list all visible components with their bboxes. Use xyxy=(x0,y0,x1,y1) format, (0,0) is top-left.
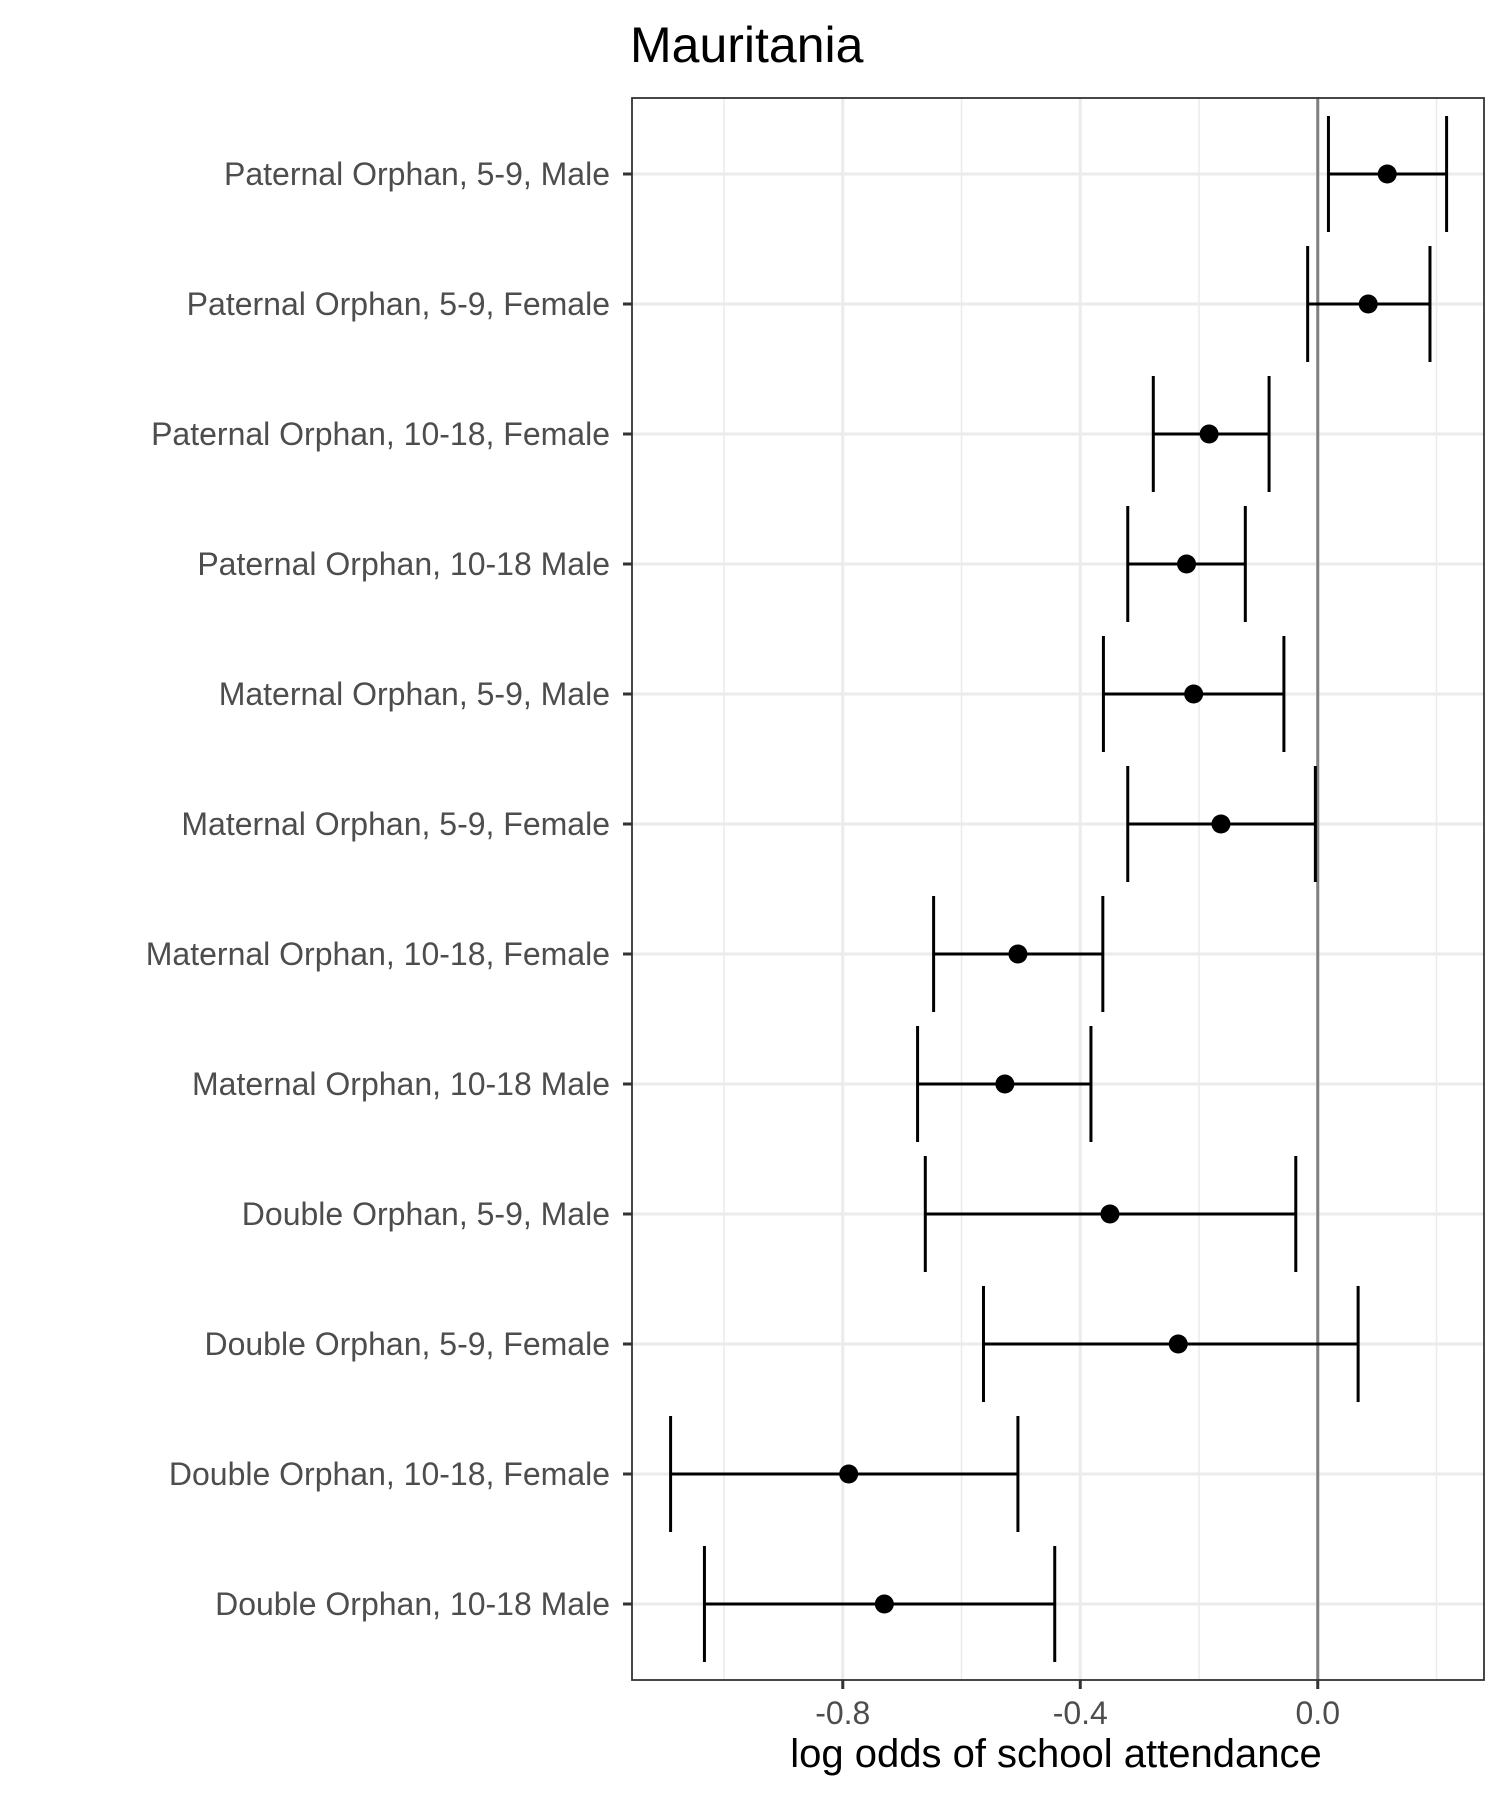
errorbar-row xyxy=(1126,766,1317,882)
estimate-point xyxy=(1168,1334,1188,1354)
errorbar-row xyxy=(981,1286,1360,1402)
y-tick-label: Double Orphan, 5-9, Female xyxy=(204,1326,610,1362)
errorbar-row xyxy=(702,1546,1057,1662)
y-tick-label: Maternal Orphan, 5-9, Female xyxy=(181,806,610,842)
estimate-point xyxy=(1199,424,1219,444)
minor-gridlines xyxy=(723,98,1438,1680)
estimate-point xyxy=(1177,554,1197,574)
y-axis: Paternal Orphan, 5-9, Male Paternal Orpha… xyxy=(146,156,632,1622)
estimate-point xyxy=(995,1074,1015,1094)
estimate-point xyxy=(1100,1204,1120,1224)
y-tick-label: Paternal Orphan, 10-18 Male xyxy=(197,546,610,582)
y-tick-label: Paternal Orphan, 5-9, Male xyxy=(224,156,610,192)
panel-border xyxy=(631,97,1485,1681)
errorbar-row xyxy=(1326,116,1449,232)
y-tick-label: Maternal Orphan, 10-18, Female xyxy=(146,936,610,972)
estimate-point xyxy=(1358,294,1378,314)
y-tick-label: Maternal Orphan, 5-9, Male xyxy=(219,676,610,712)
estimate-point xyxy=(1377,164,1397,184)
errorbar-row xyxy=(932,896,1105,1012)
panel-border-group xyxy=(631,97,1485,1681)
y-tick-label: Double Orphan, 5-9, Male xyxy=(242,1196,610,1232)
errorbar-row xyxy=(1306,246,1432,362)
x-tick-label: -0.8 xyxy=(815,1695,870,1731)
errorbar-row xyxy=(669,1416,1020,1532)
estimate-point xyxy=(1211,814,1231,834)
chart-title: Mauritania xyxy=(630,17,864,73)
plot-panel xyxy=(632,98,1484,1680)
x-axis-title: log odds of school attendance xyxy=(790,1732,1322,1776)
y-tick-label: Maternal Orphan, 10-18 Male xyxy=(192,1066,610,1102)
errorbar-row xyxy=(1126,506,1247,622)
panel-background xyxy=(632,98,1484,1680)
y-tick-label: Double Orphan, 10-18, Female xyxy=(169,1456,610,1492)
errorbar-row xyxy=(916,1026,1093,1142)
errorbar-marks xyxy=(669,116,1449,1662)
y-tick-label: Paternal Orphan, 10-18, Female xyxy=(151,416,610,452)
errorbar-row xyxy=(1151,376,1271,492)
y-tick-label: Double Orphan, 10-18 Male xyxy=(215,1586,610,1622)
estimate-point xyxy=(1184,684,1204,704)
estimate-point xyxy=(874,1594,894,1614)
x-axis: -0.8 -0.4 0.0 xyxy=(815,1680,1340,1731)
estimate-point xyxy=(1008,944,1028,964)
errorbar-row xyxy=(1101,636,1286,752)
y-tick-label: Paternal Orphan, 5-9, Female xyxy=(187,286,610,322)
x-tick-label: -0.4 xyxy=(1053,1695,1108,1731)
x-tick-label: 0.0 xyxy=(1296,1695,1340,1731)
errorbar-row xyxy=(923,1156,1298,1272)
estimate-point xyxy=(839,1464,859,1484)
